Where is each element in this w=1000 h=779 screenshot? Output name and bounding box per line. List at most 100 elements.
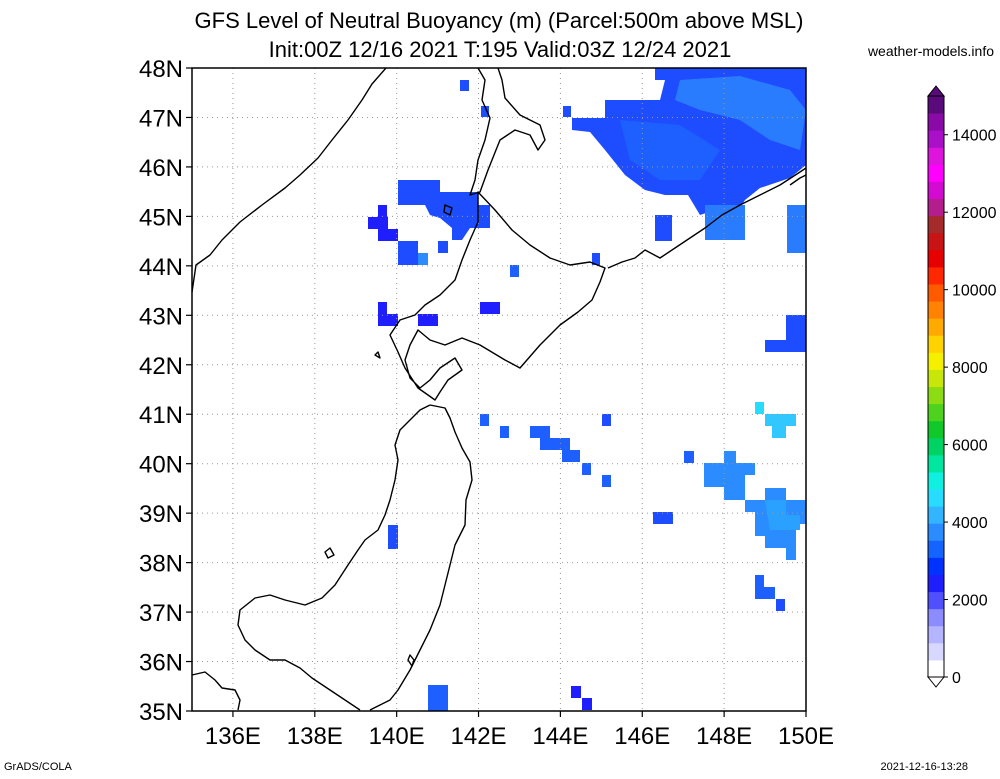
field-cell [653,512,673,524]
coastline-mainland [191,67,387,293]
coastline-honshu-west [191,671,241,711]
coastlines [191,67,807,711]
colorbar-label: 4000 [952,515,988,532]
field-cell [418,253,428,265]
colorbar-swatch [928,283,944,302]
colorbar-swatch [928,506,944,524]
field-cell [582,463,591,475]
colorbar-swatch [928,574,944,593]
field-cell [563,106,571,117]
coastline-sakhalin [469,67,546,196]
colorbar-swatch [928,625,944,644]
coastline-kurils [607,167,807,269]
lat-tick-label: 42N [139,353,183,380]
colorbar-swatch [928,147,944,165]
credit-label: weather-models.info [867,43,994,59]
colorbar-label: 2000 [952,593,988,610]
field-cell [460,80,469,91]
colorbar-label: 8000 [952,360,988,377]
colorbar-swatch [928,642,944,661]
field-cell [378,229,398,241]
colorbar-swatch [928,198,944,217]
colorbar-label: 10000 [952,283,997,300]
field-cell [510,265,519,277]
longitude-ticks: 136E 138E 140E 142E 144E 146E 148E 150E [205,711,834,750]
colorbar-top-arrow [926,85,946,97]
colorbar-swatch [928,386,944,405]
lat-tick-label: 47N [139,105,183,132]
colorbar-label: 12000 [952,205,997,222]
lon-tick-label: 146E [614,723,670,750]
field-cell [368,217,388,229]
field-cell [438,241,448,253]
field-cell [755,575,764,587]
field-cell [480,414,489,426]
colorbar-swatch [928,164,944,182]
field-patch-east-hokkaido [765,315,806,352]
latitude-ticks: 48N 47N 46N 45N 44N 43N 42N 41N 40N 39N 38N 37N 36N 3… [139,56,192,726]
lat-tick-label: 40N [139,452,183,479]
lon-tick-label: 142E [451,723,507,750]
colorbar-swatch [928,608,944,627]
colorbar-bottom-arrow [926,676,946,688]
map-title-line1: GFS Level of Neutral Buoyancy (m) (Parce… [194,8,804,33]
field-cell [378,302,387,314]
field-cell [500,426,509,438]
coastline-lake [443,204,453,216]
coastline-island [374,351,381,359]
lon-tick-label: 136E [205,723,261,750]
colorbar-swatch [928,301,944,319]
colorbar-swatch [928,113,944,131]
lat-tick-label: 36N [139,650,183,677]
colorbar-swatch [928,352,944,370]
colorbar-swatch [928,335,944,353]
field-cell [592,253,600,265]
colorbar-swatch [928,471,944,490]
field-cell [481,106,489,117]
lat-tick-label: 45N [139,204,183,231]
map-frame [191,67,807,712]
field-cell [418,314,438,326]
field-cell [684,451,694,463]
field-cell [787,205,806,253]
lat-tick-label: 43N [139,303,183,330]
colorbar-swatch [928,181,944,200]
coastline-island [324,547,335,559]
coastline-kuril-north [789,174,807,186]
lat-tick-label: 35N [139,699,183,726]
lat-tick-label: 44N [139,254,183,281]
colorbar-swatch [928,591,944,610]
field-cell [602,475,611,487]
map-gridlines [192,68,806,711]
colorbar-swatch [928,96,944,114]
field-patch-pacific-east [704,451,806,560]
map-title-line2: Init:00Z 12/16 2021 T:195 Valid:03Z 12/2… [268,37,732,62]
field-cell [755,587,775,599]
colorbar-swatch [928,557,944,575]
field-patch-okhotsk-mid [620,120,720,180]
colorbar-swatch [928,369,944,387]
colorbar-label: 0 [952,670,961,687]
field-cell [398,241,418,265]
colorbar-swatch [928,266,944,285]
lon-tick-label: 150E [778,723,834,750]
field-cell [602,414,611,426]
field-patch-pacific-east-light [765,500,800,530]
lat-tick-label: 37N [139,600,183,627]
colorbar-swatch [928,420,944,439]
colorbar-swatch [928,403,944,422]
lon-tick-label: 148E [696,723,752,750]
field-patch-pacific-cyan [765,414,796,438]
colorbar-swatch [928,523,944,541]
field-cell [378,314,398,326]
field-cell [776,599,785,611]
colorbar-swatch [928,232,944,251]
lon-tick-label: 140E [369,723,425,750]
colorbar-swatch [928,249,944,268]
colorbar: 14000 12000 10000 8000 6000 4000 2000 0 [926,85,997,688]
colorbar-swatch [928,215,944,234]
colorbar-label: 6000 [952,438,988,455]
field-patch-pacific-mid [530,426,580,462]
coastline-honshu [237,404,473,711]
